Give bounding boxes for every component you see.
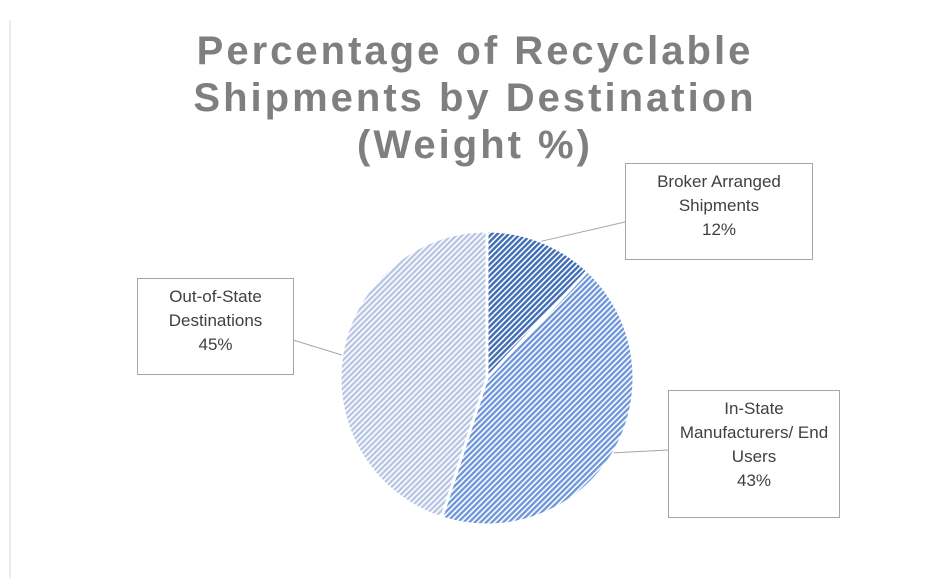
category-label: In-State Manufacturers/ End Users: [679, 399, 829, 466]
leader-line: [541, 221, 626, 242]
pie-slice: [485, 229, 590, 382]
category-label: Broker Arranged Shipments: [657, 172, 781, 215]
value-label: 45%: [198, 335, 233, 354]
data-label: Broker Arranged Shipments 12%: [625, 163, 813, 260]
chart-title: Percentage of Recyclable Shipments by De…: [193, 29, 757, 167]
pie-slice: [338, 229, 489, 520]
value-label: 43%: [736, 471, 772, 490]
category-label: Out-of-State Destinations: [168, 287, 263, 330]
pie-slice: [439, 268, 636, 527]
value-label: 12%: [701, 220, 737, 239]
data-label: In-State Manufacturers/ End Users 43%: [668, 390, 840, 518]
leader-line: [613, 449, 669, 454]
leader-line: [292, 339, 342, 356]
data-label: Out-of-State Destinations 45%: [137, 278, 294, 375]
